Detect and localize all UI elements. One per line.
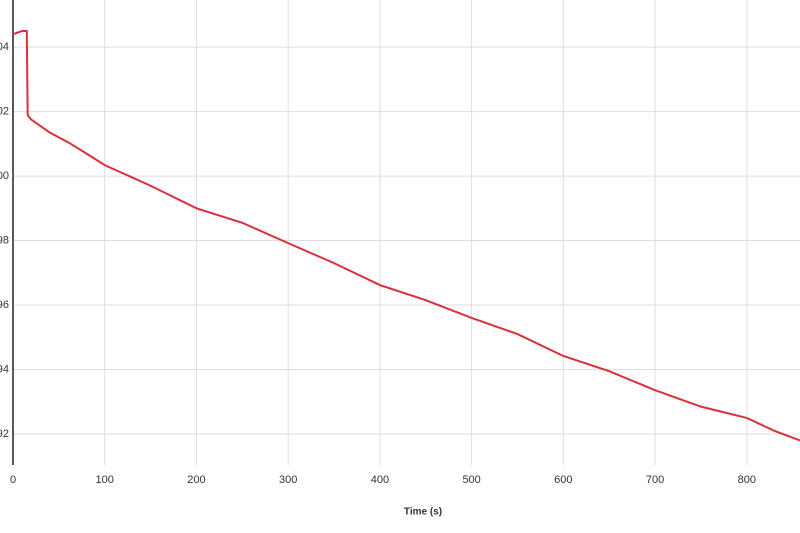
x-tick-label: 400	[371, 474, 389, 486]
data-line	[12, 29, 800, 442]
y-tick-label: 98	[0, 234, 9, 246]
y-tick-label: 92	[0, 428, 9, 440]
x-tick-label: 500	[462, 474, 480, 486]
x-tick-label: 600	[554, 474, 572, 486]
y-tick-label: 100	[0, 170, 9, 182]
x-tick-label: 100	[96, 474, 114, 486]
x-tick-label: 300	[279, 474, 297, 486]
y-tick-label: 94	[0, 363, 9, 375]
x-tick-label: 0	[10, 474, 16, 486]
x-axis-label: Time (s)	[404, 507, 442, 518]
y-tick-label: 104	[0, 41, 9, 53]
y-tick-label: 102	[0, 105, 9, 117]
x-tick-label: 200	[187, 474, 205, 486]
x-tick-label: 800	[738, 474, 756, 486]
y-tick-label: 96	[0, 299, 9, 311]
x-tick-label: 700	[646, 474, 664, 486]
